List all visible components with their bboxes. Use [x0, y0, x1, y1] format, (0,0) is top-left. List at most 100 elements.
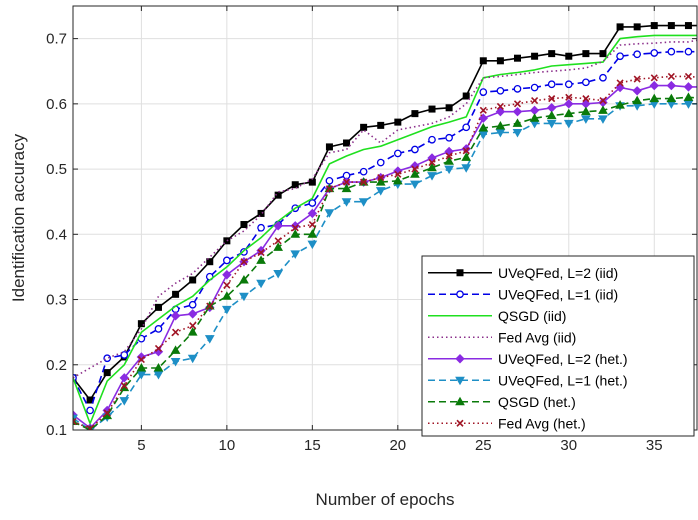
series-line [73, 39, 697, 379]
data-point [478, 122, 489, 132]
data-point [548, 95, 556, 103]
data-point [428, 105, 436, 113]
data-point [256, 279, 266, 289]
data-point [411, 165, 419, 173]
legend-marker [455, 396, 465, 406]
legend-entry: Fed Avg (het.) [428, 415, 586, 431]
data-point [137, 320, 145, 328]
data-point [376, 158, 385, 167]
legend-marker [456, 269, 464, 277]
data-point [650, 49, 659, 57]
data-point [188, 300, 197, 309]
y-tick-label: 0.1 [46, 422, 67, 439]
legend-entry: QSGD (iid) [428, 308, 566, 324]
data-point [582, 78, 590, 87]
y-tick-label: 0.4 [46, 226, 67, 243]
y-tick-label: 0.2 [46, 357, 67, 374]
data-point [239, 274, 249, 284]
data-point [616, 79, 624, 87]
legend-marker [456, 419, 464, 427]
series-7 [73, 92, 697, 430]
data-point [172, 328, 180, 336]
data-point [598, 115, 608, 124]
data-point [546, 110, 557, 120]
data-point [187, 354, 198, 364]
data-point [308, 199, 317, 207]
data-point [257, 223, 265, 232]
data-point [273, 269, 284, 279]
data-point [290, 250, 301, 259]
data-point [187, 309, 198, 319]
data-point [170, 311, 181, 321]
data-point [564, 80, 573, 89]
data-point [375, 187, 386, 196]
data-point [512, 106, 523, 117]
data-point [598, 105, 608, 114]
legend-marker [456, 290, 464, 299]
legend-entry: UVeQFed, L=1 (het.) [428, 372, 628, 388]
data-point [445, 104, 453, 112]
x-tick-label: 30 [560, 437, 577, 454]
y-tick-label: 0.7 [46, 31, 67, 48]
data-point [462, 92, 470, 100]
legend-label: UVeQFed, L=2 (iid) [498, 265, 618, 281]
data-point [529, 113, 540, 122]
data-point [649, 80, 659, 91]
data-point [428, 158, 436, 167]
data-point [377, 173, 385, 182]
data-point [582, 95, 590, 103]
data-point [479, 57, 487, 65]
data-point [530, 83, 539, 92]
data-point [546, 119, 557, 129]
data-point [103, 409, 111, 417]
data-point [616, 52, 624, 61]
data-point [650, 22, 658, 30]
data-point [240, 221, 248, 229]
legend-entry: UVeQFed, L=2 (het.) [428, 351, 628, 367]
data-point [86, 406, 94, 415]
data-point [119, 397, 130, 406]
x-tick-label: 25 [475, 437, 492, 454]
data-point [444, 165, 454, 175]
data-point [411, 110, 419, 118]
data-point [341, 183, 352, 193]
data-point [223, 256, 231, 265]
data-point [599, 50, 607, 58]
data-point [427, 172, 437, 181]
legend-marker [455, 354, 465, 364]
data-point [325, 176, 334, 185]
data-point [103, 354, 112, 363]
data-point [565, 93, 573, 101]
data-point [599, 73, 607, 82]
data-point [615, 100, 625, 109]
data-point [462, 147, 470, 155]
data-point [307, 240, 318, 250]
data-point [360, 123, 368, 131]
data-point [204, 335, 215, 344]
data-point [581, 115, 591, 124]
data-point [136, 363, 147, 372]
data-point [531, 52, 539, 60]
data-point [582, 50, 590, 58]
data-point [393, 149, 402, 158]
data-point [137, 355, 145, 364]
data-point [461, 164, 472, 173]
data-point [563, 119, 574, 129]
data-point [120, 351, 129, 359]
ticks: 5 10 15 20 25 30 35 0.1 0.2 0.3 0.4 0.5 0.6 0.7 [46, 6, 697, 454]
data-point [325, 185, 334, 193]
series-layer [73, 22, 697, 430]
data-point [394, 170, 402, 178]
data-point [633, 23, 641, 31]
legend-entry: UVeQFed, L=1 (iid) [428, 286, 618, 302]
data-point [616, 23, 624, 31]
data-point [239, 292, 249, 302]
y-tick-label: 0.3 [46, 292, 67, 309]
data-point [342, 178, 351, 186]
y-tick-label: 0.6 [46, 96, 67, 113]
legend-label: Fed Avg (het.) [498, 415, 586, 431]
data-point [684, 47, 693, 56]
y-axis-label: Identification accuracy [9, 133, 28, 302]
data-point [120, 382, 128, 390]
